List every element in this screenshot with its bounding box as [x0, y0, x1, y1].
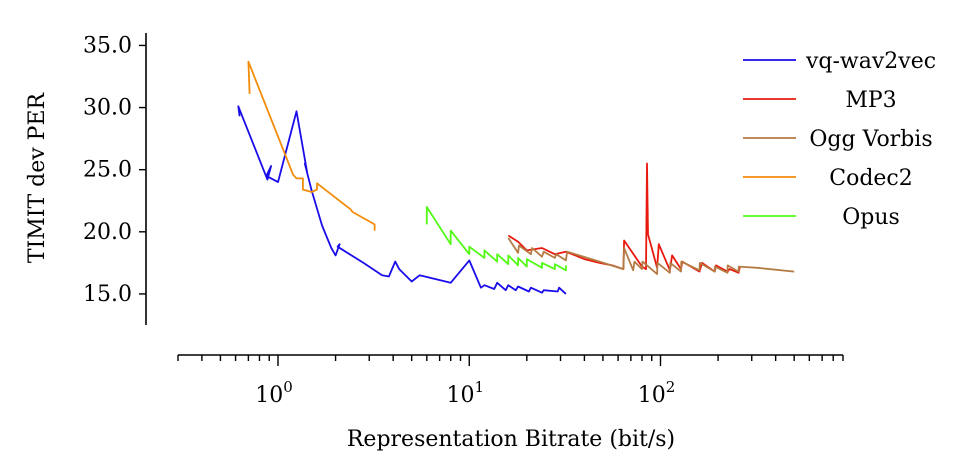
y-tick-label: 15.0: [83, 282, 132, 307]
series-line-ogg-vorbis: [507, 237, 795, 276]
x-tick-label: 101: [446, 378, 484, 408]
y-tick-label: 30.0: [83, 96, 132, 121]
x-tick-exponent: 2: [666, 378, 676, 396]
series-line-codec2: [247, 60, 376, 231]
x-tick-base: 10: [638, 383, 666, 408]
legend-label-codec2: Codec2: [829, 166, 913, 191]
legend-label-opus: Opus: [842, 205, 900, 230]
x-tick-exponent: 0: [283, 378, 293, 396]
legend: vq-wav2vec MP3 Ogg Vorbis Codec2 Opus: [743, 49, 936, 230]
x-tick-base: 10: [446, 383, 474, 408]
y-ticks-group: 15.0 20.0 25.0 30.0 35.0: [83, 33, 146, 307]
plot-series-group: [237, 60, 795, 295]
x-tick-base: 10: [255, 383, 283, 408]
series-line-opus: [425, 206, 567, 272]
y-axis-title: TIMIT dev PER: [25, 91, 50, 263]
y-tick-label: 35.0: [83, 33, 132, 58]
x-tick-label: 100: [255, 378, 293, 408]
y-tick-label: 20.0: [83, 220, 132, 245]
legend-label-mp3: MP3: [845, 88, 896, 113]
x-ticks-group: 100 101 102: [177, 355, 844, 408]
y-tick-label: 25.0: [83, 158, 132, 183]
legend-label-vq-wav2vec: vq-wav2vec: [805, 49, 936, 74]
legend-label-ogg-vorbis: Ogg Vorbis: [809, 127, 932, 152]
x-tick-exponent: 1: [474, 378, 484, 396]
x-axis-title: Representation Bitrate (bit/s): [347, 427, 675, 452]
series-line-vq-wav2vec: [237, 105, 567, 295]
x-tick-label: 102: [638, 378, 676, 408]
